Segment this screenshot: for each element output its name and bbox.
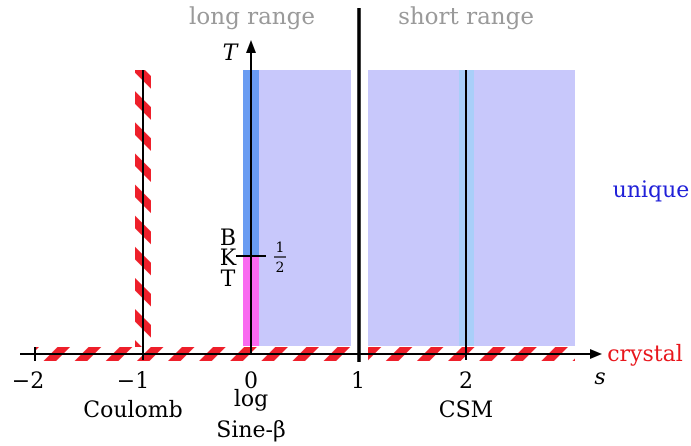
t-axis-label: T bbox=[223, 41, 240, 66]
half-numerator: 1 bbox=[276, 240, 285, 256]
long-range-unique-region bbox=[259, 70, 351, 346]
tick-label-1: 1 bbox=[351, 369, 365, 394]
tick-label-0: 0 bbox=[244, 369, 258, 394]
coulomb-label: Coulomb bbox=[83, 398, 182, 423]
y-axis-arrow bbox=[246, 40, 256, 53]
half-denominator: 2 bbox=[276, 260, 285, 276]
tick-label-2: 2 bbox=[459, 369, 473, 394]
bkt-b-label: B bbox=[220, 226, 236, 251]
bkt-k-label: K bbox=[220, 246, 237, 271]
x-axis-arrow bbox=[590, 349, 602, 359]
unique-legend-label: unique bbox=[613, 178, 690, 203]
s-axis-label: s bbox=[594, 365, 605, 390]
crystal-legend-label: crystal bbox=[607, 342, 683, 367]
long-range-label: long range bbox=[189, 4, 315, 30]
tick-label-minus-1: −1 bbox=[117, 369, 149, 394]
log-label: log bbox=[234, 387, 268, 412]
sine-beta-label: Sine-β bbox=[216, 418, 285, 443]
short-range-label: short range bbox=[398, 4, 534, 30]
bkt-t-label: T bbox=[221, 267, 236, 292]
tick-label-minus-2: −2 bbox=[12, 369, 44, 394]
csm-label: CSM bbox=[439, 398, 493, 423]
